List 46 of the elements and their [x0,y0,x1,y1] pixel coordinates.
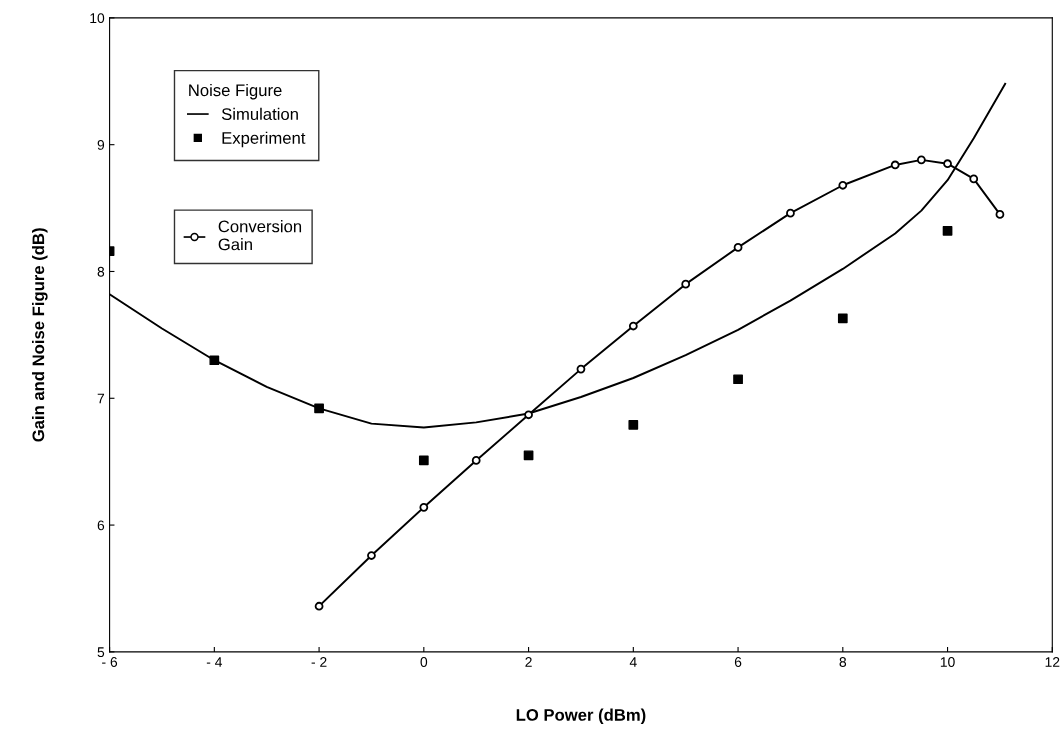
x-tick-label: - 2 [311,657,327,667]
legend-label: Conversion Gain [218,220,302,251]
x-tick-label: 4 [629,657,637,667]
point [524,410,533,420]
y-axis-title: Gain and Noise Figure (dB) [32,228,48,442]
x-tick-label: - 4 [206,657,223,667]
point [681,279,691,289]
y-tick-label: 5 [97,647,105,658]
point [628,321,638,331]
point [733,374,743,385]
y-tick-label: 6 [97,520,105,531]
x-tick-label: 10 [940,657,955,667]
point [367,551,376,560]
y-tick-label: 7 [97,393,105,404]
point [471,456,481,465]
point [314,403,324,414]
x-tick-label: 12 [1045,657,1060,667]
point [209,355,220,366]
point [837,313,848,324]
x-tick-label: - 6 [102,657,118,667]
point [890,160,900,170]
point [419,502,429,512]
point [523,450,534,461]
point [995,210,1005,219]
point [786,208,795,218]
x-tick-label: 0 [420,657,428,667]
point [314,601,324,611]
x-tick-label: 8 [839,657,847,667]
legend-title: Noise Figure [189,83,282,100]
point [943,159,952,169]
point [969,174,979,184]
y-tick-label: 9 [97,140,105,150]
point [838,180,848,190]
point [733,243,743,252]
legend-label: Experiment [222,131,306,148]
legend-label: Simulation [221,107,298,121]
x-tick-label: 2 [525,657,532,667]
y-tick-label: 10 [90,13,105,24]
y-tick-label: 8 [97,266,105,277]
x-axis-title: LO Power (dBm) [516,708,646,725]
point [916,155,926,165]
x-tick-label: 6 [734,657,742,667]
point [942,226,953,236]
point [418,455,429,466]
point [628,420,639,430]
point [576,364,586,374]
